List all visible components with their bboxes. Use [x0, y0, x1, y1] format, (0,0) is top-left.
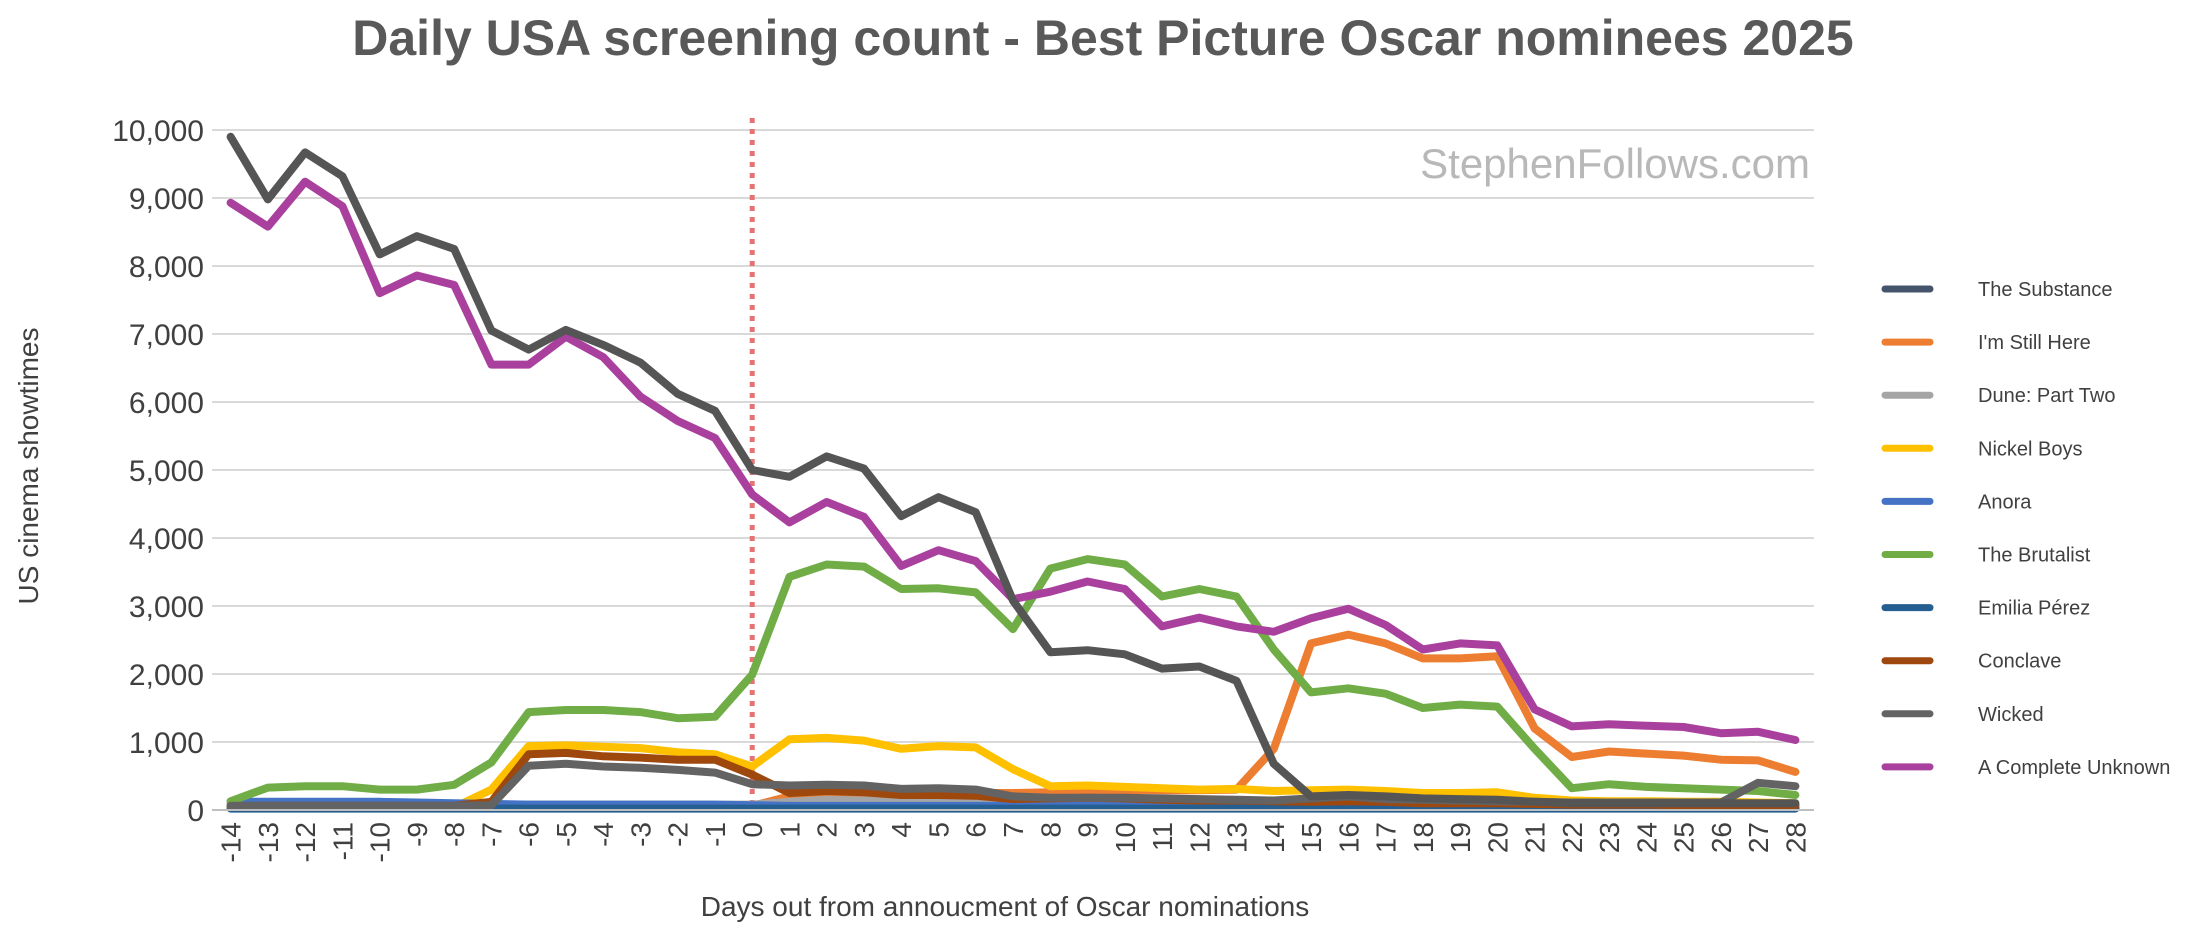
x-tick-label: 27	[1743, 822, 1774, 853]
x-tick-label: 14	[1259, 822, 1290, 853]
x-tick-label: 11	[1147, 822, 1178, 851]
x-tick-label: 25	[1669, 822, 1700, 853]
y-tick-label: 0	[187, 795, 204, 828]
x-tick-label: -11	[327, 822, 358, 860]
x-tick-label: 22	[1557, 822, 1588, 853]
x-tick-label: 20	[1482, 822, 1513, 853]
y-tick-label: 9,000	[129, 183, 204, 216]
legend-label: Anora	[1978, 491, 2032, 513]
series-lines	[212, 132, 1814, 813]
x-tick-label: 17	[1371, 822, 1402, 853]
x-tick-label: -12	[290, 822, 321, 862]
x-tick-label: 5	[923, 822, 954, 838]
y-axis-label: US cinema showtimes	[13, 328, 44, 605]
x-tick-label: -1	[700, 822, 731, 847]
x-tick-label: 21	[1520, 822, 1551, 853]
x-tick-label: -5	[551, 822, 582, 847]
x-tick-label: 1	[774, 822, 805, 838]
watermark: StephenFollows.com	[1420, 140, 1810, 187]
x-tick-label: 4	[886, 822, 917, 838]
x-tick-label: 16	[1333, 822, 1364, 853]
x-tick-label: 10	[1110, 822, 1141, 853]
legend-label: Conclave	[1978, 651, 2061, 673]
x-tick-label: 2	[812, 822, 843, 838]
legend-label: Wicked	[1978, 704, 2044, 726]
gridlines	[212, 129, 1814, 811]
legend-label: A Complete Unknown	[1978, 757, 2170, 779]
legend: The Substance I'm Still Here Dune: Part Tw…	[1881, 279, 2170, 779]
y-tick-label: 7,000	[129, 319, 204, 352]
y-axis-ticks: 0 1,000 2,000 3,000 4,000 5,000 6,000 7,000 8,00…	[112, 115, 204, 828]
x-axis-label: Days out from annoucment of Oscar nomina…	[701, 891, 1310, 922]
x-tick-label: 26	[1706, 822, 1737, 853]
x-tick-label: 8	[1035, 822, 1066, 838]
y-tick-label: 2,000	[129, 659, 204, 692]
x-tick-label: 12	[1184, 822, 1215, 853]
x-tick-label: -3	[625, 822, 656, 847]
x-tick-label: 18	[1408, 822, 1439, 853]
x-tick-label: 9	[1073, 822, 1104, 838]
y-tick-label: 4,000	[129, 523, 204, 556]
x-tick-label: 23	[1594, 822, 1625, 853]
x-tick-label: -13	[253, 822, 284, 862]
x-tick-label: -2	[663, 822, 694, 847]
legend-label: The Brutalist	[1978, 545, 2091, 567]
y-tick-label: 3,000	[129, 591, 204, 624]
x-tick-label: 24	[1631, 822, 1662, 853]
x-tick-label: 15	[1296, 822, 1327, 853]
y-tick-label: 8,000	[129, 251, 204, 284]
series-line-dark-grey-highlight-unlabeled	[226, 132, 1800, 808]
x-tick-label: -8	[439, 822, 470, 847]
x-tick-label: 0	[737, 822, 768, 838]
x-tick-label: -7	[476, 822, 507, 847]
series-line-the-brutalist	[226, 555, 1800, 806]
y-tick-label: 1,000	[129, 727, 204, 760]
x-tick-label: 13	[1222, 822, 1253, 853]
y-tick-label: 10,000	[112, 115, 204, 148]
legend-label: Dune: Part Two	[1978, 385, 2115, 407]
x-tick-label: 3	[849, 822, 880, 838]
x-tick-label: 19	[1445, 822, 1476, 853]
x-tick-label: -14	[216, 822, 247, 862]
legend-label: The Substance	[1978, 279, 2113, 301]
legend-label: Emilia Pérez	[1978, 598, 2090, 620]
x-tick-label: 7	[998, 822, 1029, 838]
x-tick-label: 6	[961, 822, 992, 838]
legend-label: I'm Still Here	[1978, 332, 2091, 354]
x-tick-label: -9	[402, 822, 433, 847]
y-tick-label: 5,000	[129, 455, 204, 488]
x-tick-label: 28	[1780, 822, 1811, 853]
x-tick-label: -4	[588, 822, 619, 847]
x-axis-ticks: -14 -13 -12 -11 -10 -9 -8 -7 -6 -5 -4 -3 -2 -1 0 1 2 3 4 5 6…	[216, 822, 1812, 862]
x-tick-label: -6	[514, 822, 545, 847]
x-tick-label: -10	[365, 822, 396, 862]
legend-label: Nickel Boys	[1978, 438, 2082, 460]
y-tick-label: 6,000	[129, 387, 204, 420]
chart-title: Daily USA screening count - Best Picture…	[352, 10, 1853, 66]
